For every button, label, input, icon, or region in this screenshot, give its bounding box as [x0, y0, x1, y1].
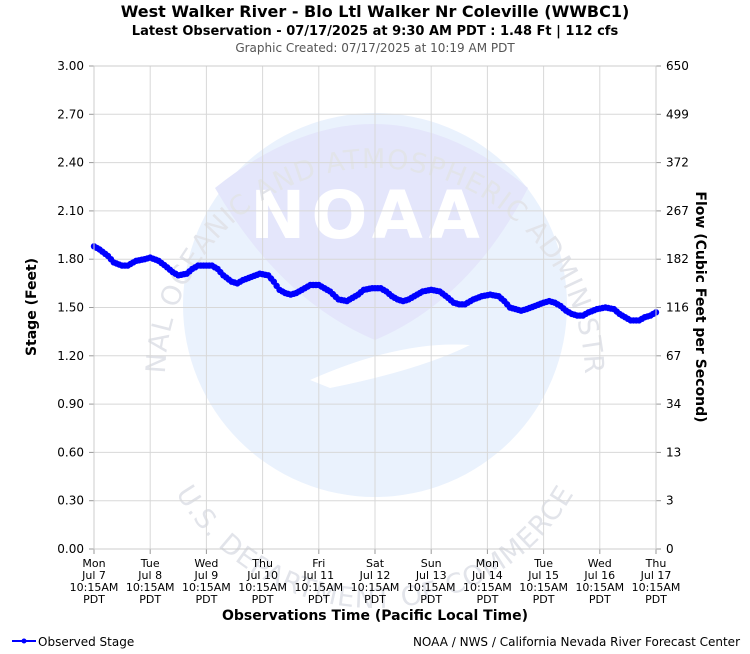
grid-lines [93, 65, 657, 550]
x-tick-label: Tue Jul 8 10:15AM PDT [126, 557, 175, 606]
y-tick-label: 0.60 [57, 445, 84, 459]
y-tick-label: 1.80 [57, 252, 84, 266]
series-observed-stage [90, 243, 660, 324]
y-tick-label: 0.90 [57, 397, 84, 411]
y2-tick-label: 0 [666, 542, 674, 556]
x-tick-label: Sat Jul 12 10:15AM PDT [351, 557, 400, 606]
x-tick-label: Wed Jul 16 10:15AM PDT [575, 557, 624, 606]
y2-tick-label: 34 [666, 397, 681, 411]
x-tick-label: Fri Jul 11 10:15AM PDT [294, 557, 343, 606]
credit-text: NOAA / NWS / California Nevada River For… [413, 635, 740, 649]
x-tick-label: Thu Jul 17 10:15AM PDT [632, 557, 681, 606]
chart-title: West Walker River - Blo Ltl Walker Nr Co… [121, 2, 630, 21]
y2-tick-label: 13 [666, 445, 681, 459]
y2-tick-label: 116 [666, 301, 689, 315]
y2-tick-label: 499 [666, 107, 689, 121]
y-tick-label: 3.00 [57, 59, 84, 73]
legend: Observed Stage [12, 635, 134, 649]
legend-marker [21, 638, 27, 644]
y2-axis-label: Flow (Cubic Feet per Second) [692, 191, 708, 422]
y-tick-label: 2.10 [57, 204, 84, 218]
y-tick-label: 0.30 [57, 494, 84, 508]
y2-tick-label: 182 [666, 252, 689, 266]
plot-frame [93, 65, 657, 550]
x-tick-label: Sun Jul 13 10:15AM PDT [407, 557, 456, 606]
chart-subtitle: Latest Observation - 07/17/2025 at 9:30 … [132, 24, 619, 39]
y2-tick-label: 650 [666, 59, 689, 73]
graphic-created: Graphic Created: 07/17/2025 at 10:19 AM … [235, 41, 515, 55]
y-axis-label: Stage (Feet) [24, 258, 40, 356]
y2-tick-label: 267 [666, 204, 689, 218]
y2-tick-label: 3 [666, 494, 674, 508]
legend-label: Observed Stage [38, 635, 134, 649]
x-tick-label: Wed Jul 9 10:15AM PDT [182, 557, 231, 606]
x-tick-label: Tue Jul 15 10:15AM PDT [519, 557, 568, 606]
x-axis-label: Observations Time (Pacific Local Time) [222, 608, 528, 624]
x-tick-label: Mon Jul 14 10:15AM PDT [463, 557, 512, 606]
x-tick-label: Mon Jul 7 10:15AM PDT [70, 557, 119, 606]
y2-tick-label: 372 [666, 156, 689, 170]
y-tick-label: 1.50 [57, 301, 84, 315]
watermark-logo-text: NOAA [250, 177, 486, 254]
y-tick-label: 0.00 [57, 542, 84, 556]
y2-tick-label: 67 [666, 349, 681, 363]
y-tick-label: 1.20 [57, 349, 84, 363]
y-tick-label: 2.40 [57, 156, 84, 170]
x-tick-label: Thu Jul 10 10:15AM PDT [238, 557, 287, 606]
y-axis-left: 0.00 0.30 0.60 0.90 1.20 1.50 1.80 2.10 2.40 2.70… [57, 59, 94, 556]
y-axis-right: 0 3 13 34 67 116 182 267 372 499 650 [656, 59, 689, 556]
y-tick-label: 2.70 [57, 107, 84, 121]
